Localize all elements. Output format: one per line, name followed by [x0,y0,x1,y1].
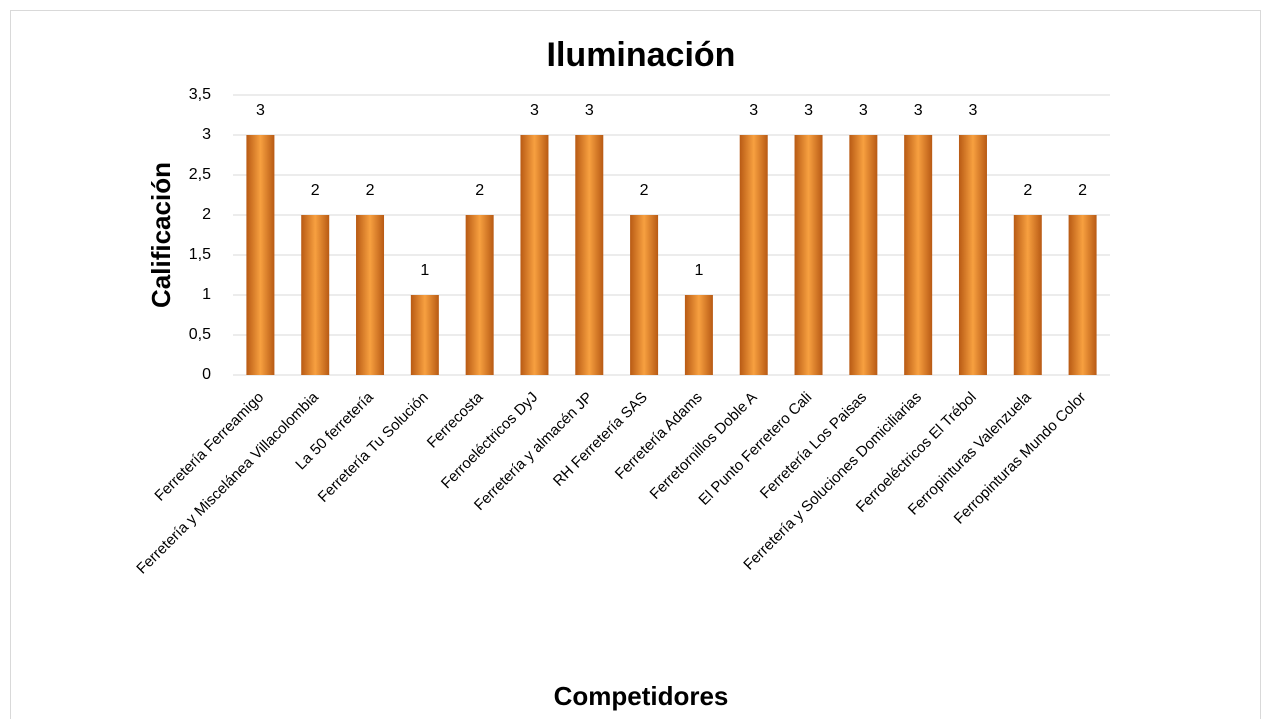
bar [794,135,823,375]
data-label: 2 [366,182,375,199]
data-label: 3 [969,102,978,119]
x-axis-label: Competidores [554,681,729,711]
data-label: 3 [585,102,594,119]
data-label: 3 [914,102,923,119]
bar [575,135,604,375]
bar [849,135,878,375]
y-tick-label: 0,5 [189,326,211,343]
y-axis-label: Calificación [146,162,176,308]
data-label: 3 [256,102,265,119]
bar [301,215,330,375]
data-label: 2 [475,182,484,199]
y-tick-label: 2,5 [189,166,211,183]
chart-title: Iluminación [547,36,736,74]
data-label: 3 [804,102,813,119]
data-label: 2 [640,182,649,199]
data-label: 2 [311,182,320,199]
bar [684,295,713,375]
bar [465,215,494,375]
y-tick-label: 2 [202,206,211,223]
data-label: 3 [749,102,758,119]
bar [1013,215,1042,375]
bar [958,135,987,375]
y-tick-label: 0 [202,366,211,383]
y-tick-label: 3,5 [189,86,211,103]
bar [630,215,659,375]
data-label: 1 [420,262,429,279]
y-tick-label: 1,5 [189,246,211,263]
bar [520,135,549,375]
bar [904,135,933,375]
bar [1068,215,1097,375]
y-tick-label: 1 [202,286,211,303]
bar [356,215,385,375]
data-label: 1 [694,262,703,279]
data-label: 3 [530,102,539,119]
data-label: 2 [1078,182,1087,199]
bar [246,135,275,375]
y-tick-label: 3 [202,126,211,143]
data-label: 2 [1023,182,1032,199]
data-label: 3 [859,102,868,119]
bar [739,135,768,375]
bar [410,295,439,375]
